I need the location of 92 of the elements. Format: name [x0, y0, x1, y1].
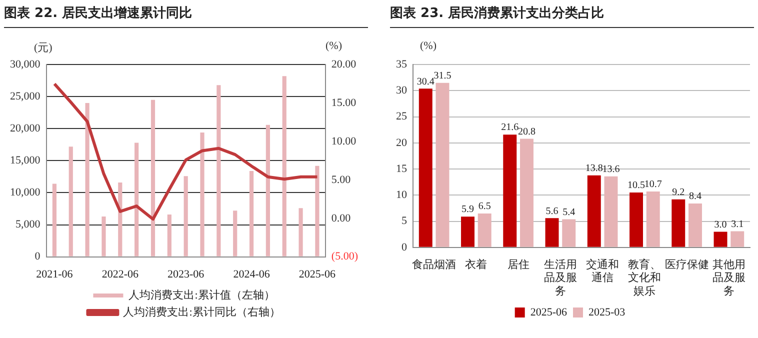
legend-label: 2025-06 [530, 306, 568, 318]
bar [630, 192, 644, 247]
bar [200, 132, 204, 256]
bar [52, 184, 57, 256]
y-tick-label: 30,000 [10, 58, 41, 70]
data-label: 9.2 [672, 186, 685, 198]
y-axis-title: (%) [420, 40, 436, 52]
y-tick-label: 35 [396, 58, 408, 70]
bar [233, 210, 238, 256]
y2-axis-title: (%) [326, 40, 342, 52]
x-tick-label: 2025-06 [298, 268, 336, 280]
bar [150, 100, 156, 256]
y2-tick-label: 5.00 [331, 174, 352, 186]
y-tick-label: 25 [396, 110, 408, 123]
bar [266, 124, 270, 256]
y2-tick-label: 0.00 [331, 212, 352, 224]
y-tick-label: 20 [396, 136, 408, 149]
x-tick-label: 2021-06 [36, 268, 74, 280]
data-label: 10.7 [644, 179, 662, 190]
x-tick-label: 2023-06 [168, 268, 205, 280]
data-label: 31.5 [434, 70, 452, 82]
x-tick-label: 食品烟酒 [412, 258, 456, 271]
y-tick-label: 10 [396, 189, 408, 202]
data-label: 30.4 [416, 76, 434, 88]
bar [714, 232, 728, 247]
data-label: 10.5 [628, 180, 646, 192]
bar [604, 176, 618, 247]
x-tick-label: 其他用品及服务 [712, 258, 746, 298]
data-label: 8.4 [688, 191, 702, 202]
bar [249, 170, 254, 256]
x-tick-label: 居住 [507, 258, 530, 271]
y2-tick-label: 20.00 [331, 58, 357, 70]
bar [587, 175, 601, 247]
data-label: 20.8 [518, 126, 536, 138]
bar [436, 82, 450, 247]
y-tick-label: 25,000 [10, 90, 41, 103]
bar [68, 146, 73, 256]
bar [730, 231, 744, 247]
data-label: 13.8 [585, 162, 603, 174]
y-tick-label: 0 [34, 250, 41, 263]
bar [688, 204, 702, 247]
bar [646, 192, 660, 247]
bar [315, 166, 320, 256]
bar [85, 103, 90, 256]
y-tick-label: 15,000 [10, 154, 41, 167]
bar [282, 76, 286, 256]
y2-tick-label: 15.00 [331, 96, 357, 109]
y-tick-label: 5 [402, 215, 408, 228]
data-label: 21.6 [501, 122, 519, 134]
bar [478, 213, 492, 247]
y-tick-label: 15 [396, 162, 408, 175]
bar [167, 214, 172, 256]
data-label: 3.0 [714, 219, 727, 230]
y-tick-label: 10,000 [10, 186, 41, 199]
bar [503, 134, 517, 247]
bar [545, 218, 559, 247]
bar [418, 88, 432, 247]
bar [562, 219, 576, 247]
chart-title: 图表 23. 居民消费累计支出分类占比 [390, 4, 754, 28]
legend-label: 2025-03 [588, 306, 626, 318]
x-tick-label: 交通和通信 [586, 258, 620, 284]
legend-label: 人均消费支出:累计值（左轴） [128, 288, 275, 302]
y-tick-label: 20,000 [10, 122, 41, 135]
chart-title: 图表 22. 居民支出增速累计同比 [4, 4, 368, 28]
bar [134, 142, 139, 256]
bar [298, 208, 303, 256]
x-tick-label: 医疗保健 [664, 258, 709, 271]
data-label: 5.6 [546, 206, 558, 217]
y2-tick-label: (5.00) [331, 250, 358, 263]
x-tick-label: 教育、文化和娱乐 [628, 258, 662, 298]
data-label: 6.5 [478, 201, 491, 212]
bar [461, 216, 475, 247]
x-tick-label: 2022-06 [102, 268, 139, 280]
y-tick-label: 5,000 [16, 218, 41, 231]
x-tick-label: 2024-06 [233, 268, 270, 280]
bar [118, 182, 122, 256]
x-tick-label: 衣着 [465, 258, 488, 271]
data-label: 3.1 [731, 218, 744, 230]
y-axis-title: (元) [34, 41, 52, 55]
data-label: 5.4 [562, 206, 576, 218]
bar [672, 199, 686, 247]
bar [184, 176, 188, 256]
data-label: 13.6 [602, 164, 620, 175]
y-tick-label: 0 [402, 241, 408, 254]
y2-tick-label: 10.00 [331, 135, 357, 148]
x-tick-label: 生活用品及服务 [544, 258, 577, 298]
data-label: 5.9 [462, 204, 474, 216]
y-tick-label: 30 [396, 84, 408, 97]
bar [216, 85, 221, 256]
bar [520, 138, 534, 247]
legend-label: 人均消费支出:累计同比（右轴） [123, 305, 280, 318]
bar [102, 216, 106, 256]
